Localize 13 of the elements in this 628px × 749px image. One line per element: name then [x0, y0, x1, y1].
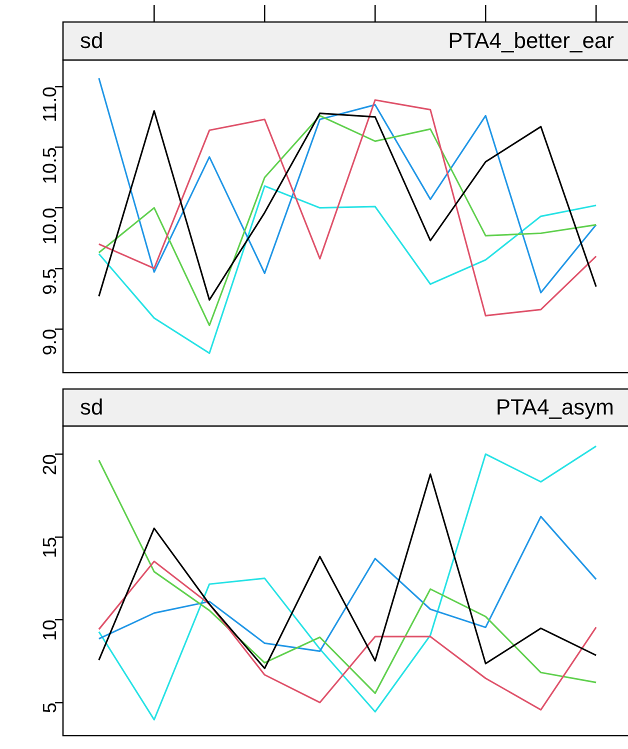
y-tick-label: 9.5: [40, 268, 62, 295]
y-tick-label: 10.5: [40, 147, 62, 184]
chart-title: PTA4_asym: [496, 394, 614, 420]
y-tick-label: 15: [40, 536, 62, 558]
chart-subtitle: sd: [80, 394, 104, 420]
y-tick-label: 10.0: [40, 208, 62, 245]
y-tick-label: 5: [40, 702, 62, 714]
y-tick-label: 10: [40, 620, 62, 641]
y-tick-label: 20: [40, 454, 62, 476]
chart-title: PTA4_better_ear: [448, 28, 614, 54]
y-tick-label: 9.0: [40, 328, 62, 356]
chart-subtitle: sd: [80, 28, 104, 54]
y-tick-label: 11.0: [40, 86, 62, 122]
